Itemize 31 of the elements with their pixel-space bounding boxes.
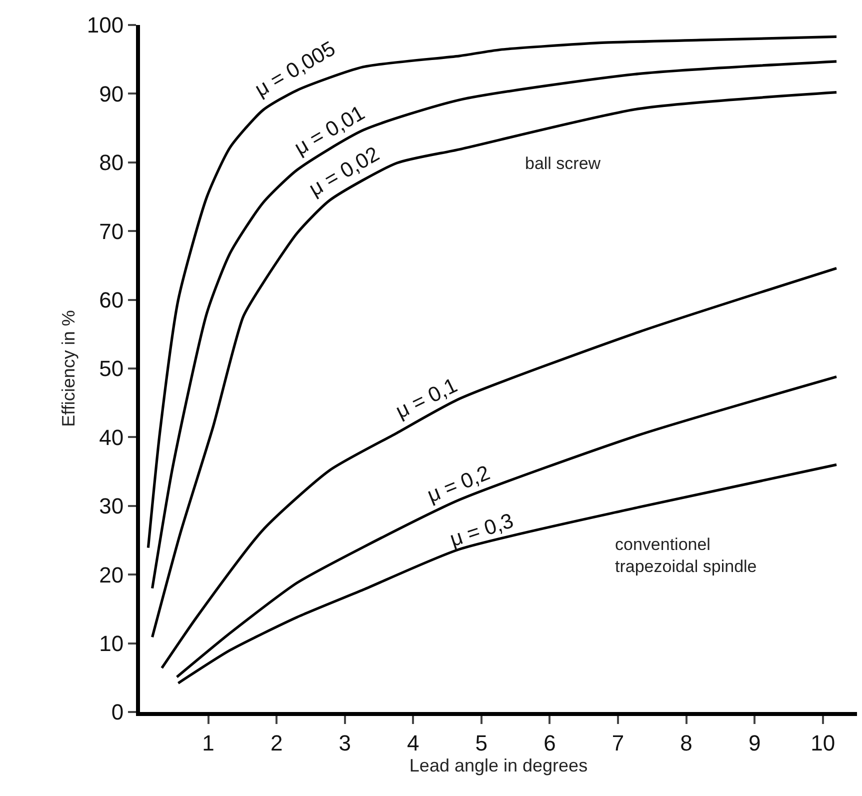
x-tick-label: 1 [202, 730, 214, 756]
annotation: conventionel trapezoidal spindle [615, 535, 757, 576]
y-tick-label: 0 [111, 700, 124, 725]
y-tick-label: 90 [99, 81, 124, 106]
x-tick-label: 9 [748, 730, 761, 756]
text: μ = 0,1 [392, 374, 461, 424]
x-tick-label: 7 [612, 730, 624, 756]
x-tick-label: 10 [810, 730, 836, 756]
x-axis-title: Lead angle in degrees [409, 755, 588, 776]
y-axis-title: Efficiency in % [58, 310, 79, 427]
y-tick-label: 100 [86, 12, 124, 38]
x-tick-label: 4 [407, 730, 420, 756]
y-tick-label: 20 [99, 562, 124, 588]
x-tick-label: 8 [680, 730, 692, 756]
y-tick-label: 60 [99, 288, 124, 312]
line-series [176, 375, 838, 678]
y-tick-label: 30 [99, 494, 124, 519]
annotation: ball screw [525, 154, 602, 173]
y-tick-label: 80 [99, 150, 124, 176]
line-series [176, 463, 838, 684]
y-tick-label: 10 [99, 631, 124, 656]
x-tick-label: 6 [544, 730, 556, 756]
text: μ = 0,3 [447, 509, 516, 552]
line-series [160, 266, 838, 670]
x-tick-label: 3 [338, 730, 351, 756]
x-tick-label: 5 [475, 730, 488, 756]
x-tick-label: 2 [270, 730, 283, 756]
y-tick-label: 70 [99, 218, 124, 244]
text: μ = 0,2 [424, 461, 494, 508]
y-tick-label: 40 [99, 424, 124, 450]
y-tick-label: 50 [99, 356, 124, 382]
